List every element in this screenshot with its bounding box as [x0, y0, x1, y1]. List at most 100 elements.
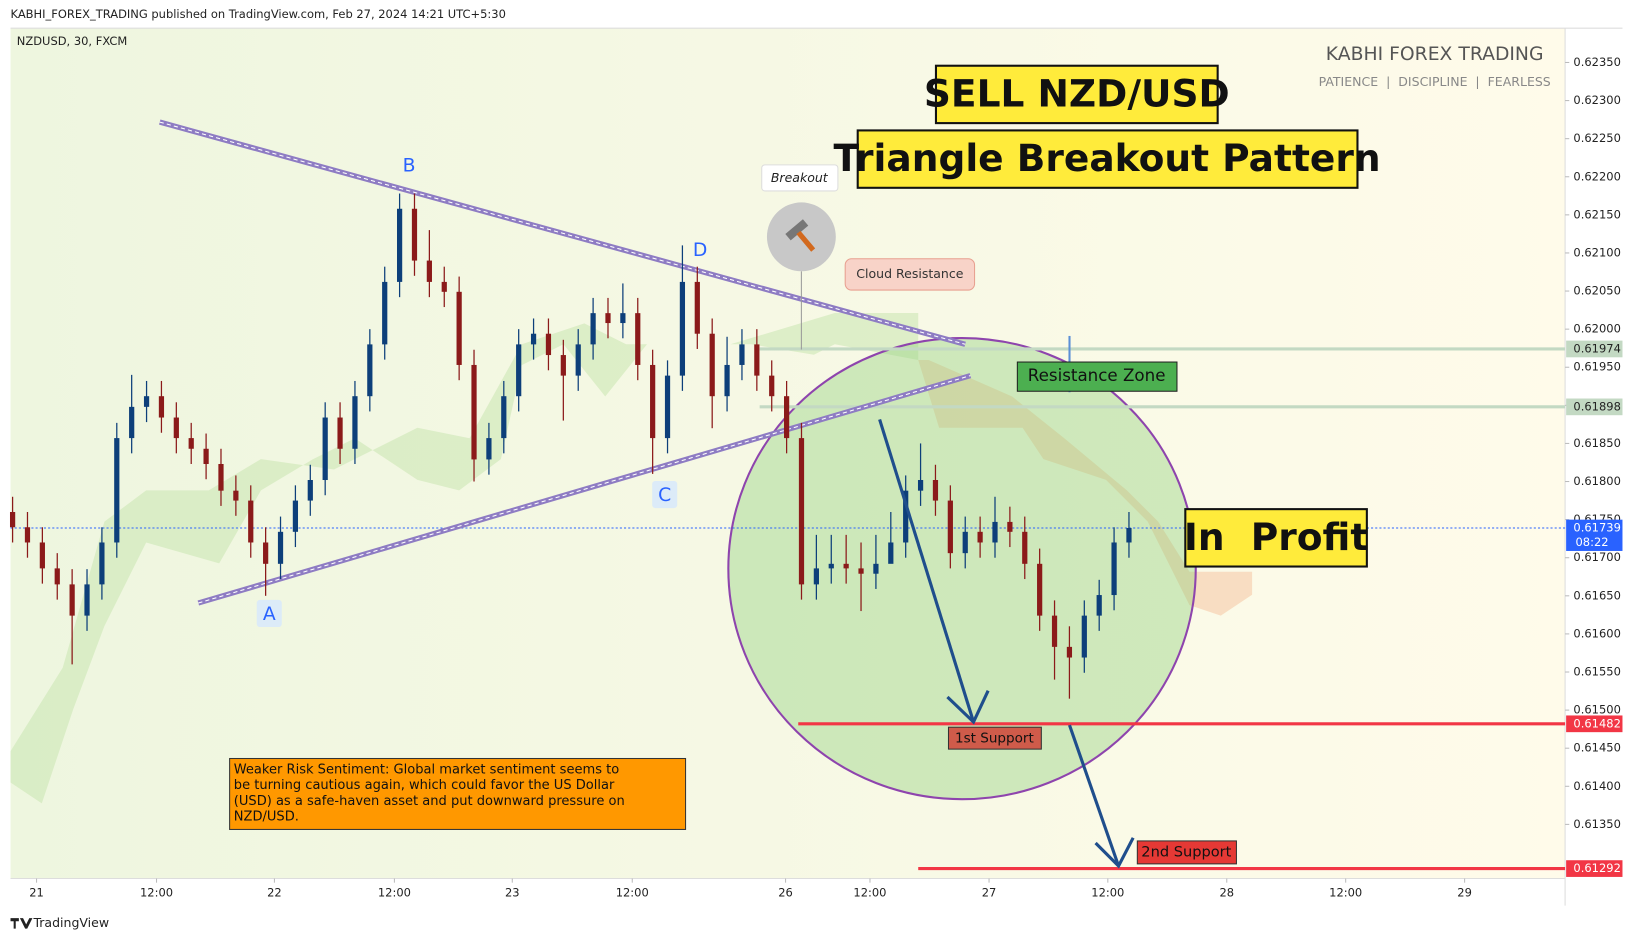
point-box — [652, 480, 678, 509]
candle-body — [322, 417, 328, 481]
candle-body — [992, 521, 998, 543]
title-box — [934, 64, 1219, 125]
candle-body — [471, 364, 477, 460]
cloud-box — [844, 258, 976, 291]
y-tick-label: 0.61450 — [1573, 741, 1620, 755]
candle-body — [843, 563, 849, 569]
candle-body — [1096, 595, 1102, 616]
cloud-label: Cloud Resistance — [856, 266, 963, 281]
x-tick-label: 28 — [1219, 886, 1234, 900]
candle-body — [888, 542, 894, 564]
hammer-head — [785, 219, 809, 241]
arrow-1-head — [946, 690, 990, 725]
y-tick-label: 0.61850 — [1573, 436, 1620, 450]
status: In Profit — [1184, 515, 1369, 559]
candle-body — [352, 396, 358, 449]
candle-body — [635, 313, 641, 365]
candle-body — [590, 313, 596, 345]
price-tag — [1566, 340, 1623, 358]
y-tick-label: 0.61550 — [1573, 665, 1620, 679]
breakout-box — [761, 164, 839, 192]
candle-body — [233, 490, 239, 501]
candle-body — [1126, 528, 1132, 543]
candle-body — [560, 355, 566, 376]
point-label: B — [403, 155, 416, 176]
watermark: KABHI FOREX TRADING — [1326, 44, 1544, 65]
candle-body — [24, 527, 31, 543]
note-line: NZD/USD. — [234, 809, 299, 824]
y-tick-label: 0.61400 — [1573, 779, 1620, 793]
lower-trendline-dash — [198, 375, 971, 604]
arrow-2 — [1068, 724, 1121, 867]
candle-body — [1037, 563, 1043, 616]
candle-body — [798, 438, 805, 585]
support1-label: 1st Support — [955, 731, 1034, 747]
status-box — [1184, 508, 1368, 568]
x-tick-label: 22 — [267, 886, 282, 900]
price-tag — [1566, 715, 1623, 733]
candle-body — [1051, 615, 1058, 647]
y-tick-label: 0.62250 — [1573, 131, 1620, 145]
candle-body — [426, 260, 432, 282]
note-line: Weaker Risk Sentiment: Global market sen… — [234, 762, 619, 777]
candle-body — [932, 480, 939, 501]
candle-body — [456, 291, 462, 365]
price-tag — [1566, 519, 1623, 551]
candle-body — [9, 512, 16, 528]
breakout-label: Breakout — [771, 170, 829, 185]
point-label: C — [658, 485, 671, 506]
candle-body — [367, 344, 373, 397]
y-tick-label: 0.62200 — [1573, 169, 1620, 183]
point-box — [256, 599, 282, 628]
candle-body — [650, 364, 656, 439]
y-tick-label: 0.61350 — [1573, 817, 1620, 831]
x-tick-label: 12:00 — [1091, 886, 1124, 900]
candle-body — [813, 568, 819, 585]
point-label: A — [263, 604, 276, 625]
y-tick-label: 0.61650 — [1573, 588, 1620, 602]
candle-body — [203, 448, 209, 465]
candle-body — [516, 344, 522, 397]
candle-body — [724, 364, 730, 397]
price-tag — [1566, 398, 1623, 416]
zone-label: Resistance Zone — [1028, 366, 1166, 385]
candle-body — [545, 333, 552, 356]
x-tick-label: 12:00 — [140, 886, 173, 900]
header: KABHI_FOREX_TRADING published on Trading… — [11, 7, 506, 21]
candle-body — [739, 344, 745, 365]
profit-zone — [727, 336, 1197, 801]
candle-body — [143, 396, 150, 407]
point-label: D — [693, 240, 707, 261]
x-tick-label: 12:00 — [616, 886, 649, 900]
candle-body — [605, 313, 611, 324]
candle-body — [114, 438, 120, 543]
candle-body — [188, 438, 194, 449]
candle-body — [307, 480, 313, 501]
price-tag-label: 0.61898 — [1573, 399, 1620, 413]
candle-body — [486, 438, 492, 460]
candle-body — [218, 464, 224, 491]
candle-body — [962, 531, 968, 554]
candle-body — [873, 563, 879, 574]
candle-body — [1022, 531, 1028, 564]
arrow-2-head — [1094, 837, 1135, 869]
x-tick-label: 23 — [505, 886, 520, 900]
candle-body — [709, 333, 715, 397]
note-line: be turning cautious again, which could f… — [234, 778, 615, 793]
candle-body — [977, 531, 983, 543]
support1-box — [947, 726, 1042, 750]
x-tick-label: 12:00 — [1329, 886, 1362, 900]
candle-body — [664, 375, 671, 439]
candle-body — [129, 406, 135, 439]
candle-body — [575, 344, 581, 376]
arrow-1 — [878, 418, 976, 723]
price-tag-label: 0.61292 — [1573, 861, 1620, 875]
tv-logo — [10, 918, 33, 929]
candle-body — [54, 568, 60, 585]
candle-body — [337, 417, 343, 449]
candle-body — [441, 281, 447, 292]
cloud-bear — [918, 359, 1253, 616]
candle-body — [396, 208, 403, 282]
candle-body — [277, 531, 284, 564]
